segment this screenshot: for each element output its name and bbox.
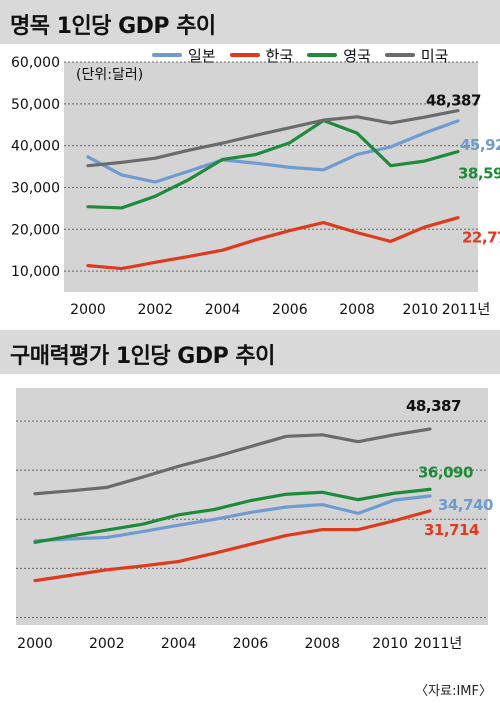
series-line-usa	[86, 108, 460, 168]
x-tick-label: 2000	[70, 302, 106, 318]
x-tick-label: 2002	[137, 302, 173, 318]
legend-label-japan: 일본	[188, 46, 216, 65]
end-value-label-uk: 36,090	[418, 463, 473, 481]
end-value-label-korea: 22,778	[462, 229, 500, 247]
x-tick-label: 2008	[339, 302, 375, 318]
legend-label-korea: 한국	[265, 46, 294, 65]
nominal-gdp-chart-panel: 10,000 20,000 30,000 40,000 50,000 60,000 (단위:…	[0, 0, 500, 330]
x-tick-label: 2004	[161, 636, 197, 652]
x-tick-label: 2008	[304, 636, 340, 652]
legend-swatch-korea	[229, 53, 260, 57]
end-value-label-usa: 48,387	[426, 92, 481, 110]
series-line-korea	[33, 509, 432, 583]
title-band	[0, 330, 500, 374]
end-value-label-usa: 48,387	[406, 397, 461, 415]
x-tick-label: 2010	[403, 302, 439, 318]
legend-label-uk: 영국	[343, 46, 371, 65]
end-value-label-japan: 34,740	[438, 496, 493, 514]
source-note: 〈자료:IMF〉	[415, 684, 492, 699]
ppp-gdp-chart-panel: 2000 2002 2004 2006 2008 2010 2011년 34,740 31,71…	[0, 330, 500, 680]
legend-swatch-uk	[307, 53, 338, 57]
chart-title: 명목 1인당 GDP 추이	[10, 14, 216, 39]
x-tick-label: 2002	[89, 636, 125, 652]
y-tick-label: 30,000	[11, 180, 60, 196]
y-tick-label: 20,000	[11, 222, 60, 238]
y-tick-label: 10,000	[11, 264, 60, 280]
legend-item-korea: 한국	[229, 45, 294, 65]
plot-area	[16, 388, 488, 625]
x-tick-label: 2000	[17, 636, 53, 652]
legend-item-japan: 일본	[152, 45, 216, 65]
x-tick-label: 2011년	[442, 302, 491, 318]
end-value-label-korea: 31,714	[424, 521, 479, 539]
x-tick-label: 2006	[233, 636, 269, 652]
series-line-japan	[33, 494, 432, 543]
legend-item-usa: 미국	[384, 45, 449, 65]
chart-title: 구매력평가 1인당 GDP 추이	[10, 344, 275, 369]
x-tick-label: 2010	[372, 636, 408, 652]
x-tick-label: 2006	[272, 302, 308, 318]
x-tick-label: 2004	[205, 302, 241, 318]
end-value-label-japan: 45,920	[460, 136, 500, 154]
series-line-uk	[86, 118, 460, 210]
series-line-uk	[33, 487, 432, 544]
legend-swatch-japan	[152, 53, 182, 57]
series-line-usa	[33, 427, 432, 496]
series-line-japan	[86, 119, 460, 184]
nominal-gdp-chart-svg: 10,000 20,000 30,000 40,000 50,000 60,000 (단위:…	[11, 55, 500, 318]
title-band	[0, 0, 500, 44]
unit-note: (단위:달러)	[76, 67, 143, 83]
legend-swatch-usa	[384, 53, 415, 57]
y-tick-label: 60,000	[11, 55, 60, 71]
series-line-korea	[86, 216, 460, 271]
x-tick-label: 2011년	[414, 636, 463, 652]
y-tick-label: 50,000	[11, 97, 60, 113]
legend: 일본 한국 영국 미국	[152, 45, 448, 65]
end-value-label-uk: 38,592	[458, 165, 500, 183]
ppp-gdp-chart-svg: 2000 2002 2004 2006 2008 2010 2011년 34,740 31,71…	[16, 388, 493, 652]
legend-item-uk: 영국	[307, 45, 371, 65]
y-tick-label: 40,000	[11, 139, 60, 155]
legend-label-usa: 미국	[420, 46, 449, 65]
